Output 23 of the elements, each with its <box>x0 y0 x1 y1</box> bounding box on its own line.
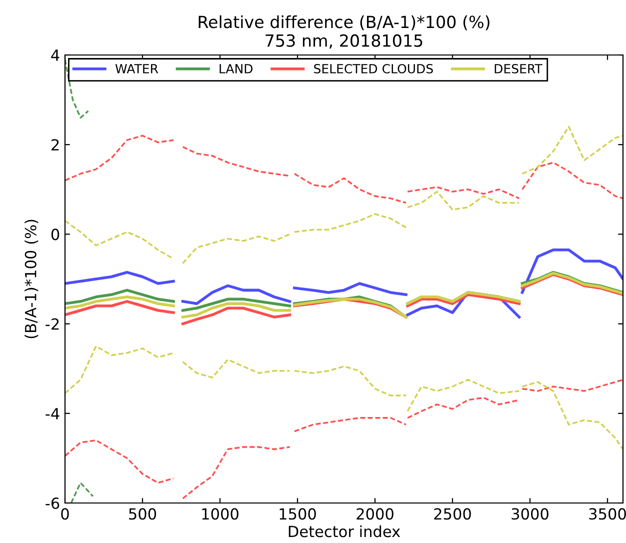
legend-label: DESERT <box>494 64 542 74</box>
y-tick-label: 0 <box>51 228 60 240</box>
y-tick-label: -4 <box>46 408 60 420</box>
y-tick-label: -6 <box>46 497 60 510</box>
legend-label: WATER <box>115 64 158 74</box>
x-tick-label: 2500 <box>434 508 471 520</box>
y-tick-label: -2 <box>46 318 59 330</box>
chart-title: Relative difference (B/A-1)*100 (%) <box>198 15 490 30</box>
y-axis-title: (B/A-1)*100 (%) <box>24 220 38 338</box>
y-tick-label: 4 <box>51 50 60 61</box>
x-tick-label: 1000 <box>202 508 238 520</box>
x-tick-label: 500 <box>129 508 156 520</box>
x-tick-label: 0 <box>61 508 69 520</box>
legend-label: LAND <box>220 64 253 74</box>
x-tick-label: 2000 <box>356 508 394 520</box>
y-tick-label: 2 <box>52 139 59 150</box>
chart-subtitle: 753 nm, 20181015 <box>266 34 422 49</box>
x-axis-title: Detector index <box>288 525 400 538</box>
line-series <box>65 58 90 119</box>
x-tick-label: 3500 <box>589 508 626 520</box>
x-tick-label: 1500 <box>280 508 316 520</box>
legend-label: SELECTED CLOUDS <box>314 64 433 74</box>
x-tick-label: 3000 <box>512 508 548 520</box>
